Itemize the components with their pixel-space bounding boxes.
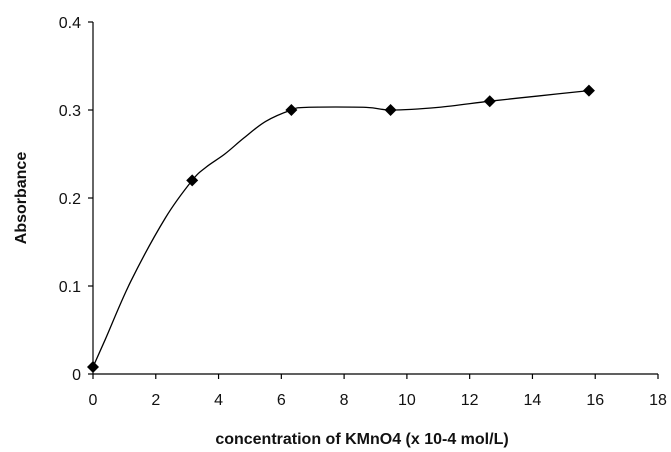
x-tick-label: 14 xyxy=(524,392,542,409)
x-tick-label: 10 xyxy=(398,392,416,409)
data-point-marker xyxy=(285,104,298,116)
y-tick-label: 0 xyxy=(72,367,81,384)
data-point-marker xyxy=(87,360,99,373)
y-tick-label: 0.2 xyxy=(59,191,81,208)
x-tick-label: 8 xyxy=(340,392,349,409)
plot-area: 0 0.1 0.2 0.3 0.4 0 2 4 6 8 10 12 14 16 18 xyxy=(59,15,667,409)
data-point-marker xyxy=(186,174,199,187)
y-tick-label: 0.1 xyxy=(59,279,81,296)
data-point-marker xyxy=(582,84,595,97)
x-tick-label: 6 xyxy=(277,392,286,409)
x-tick-label: 12 xyxy=(461,392,479,409)
data-point-marker xyxy=(483,95,496,108)
x-tick-label: 0 xyxy=(89,392,98,409)
x-axis-title: concentration of KMnO4 (x 10-4 mol/L) xyxy=(215,431,508,448)
series-curve xyxy=(92,89,590,368)
y-tick-label: 0.4 xyxy=(59,15,81,32)
y-axis-ticks: 0 0.1 0.2 0.3 0.4 xyxy=(59,15,93,384)
x-tick-label: 18 xyxy=(649,392,667,409)
x-tick-label: 16 xyxy=(586,392,604,409)
x-axis-ticks: 0 2 4 6 8 10 12 14 16 18 xyxy=(89,374,667,409)
data-point-marker xyxy=(384,104,397,116)
y-tick-label: 0.3 xyxy=(59,103,81,120)
x-tick-label: 2 xyxy=(151,392,160,409)
x-tick-label: 4 xyxy=(214,392,223,409)
series-markers xyxy=(87,84,595,373)
y-axis-title: Absorbance xyxy=(13,152,30,245)
